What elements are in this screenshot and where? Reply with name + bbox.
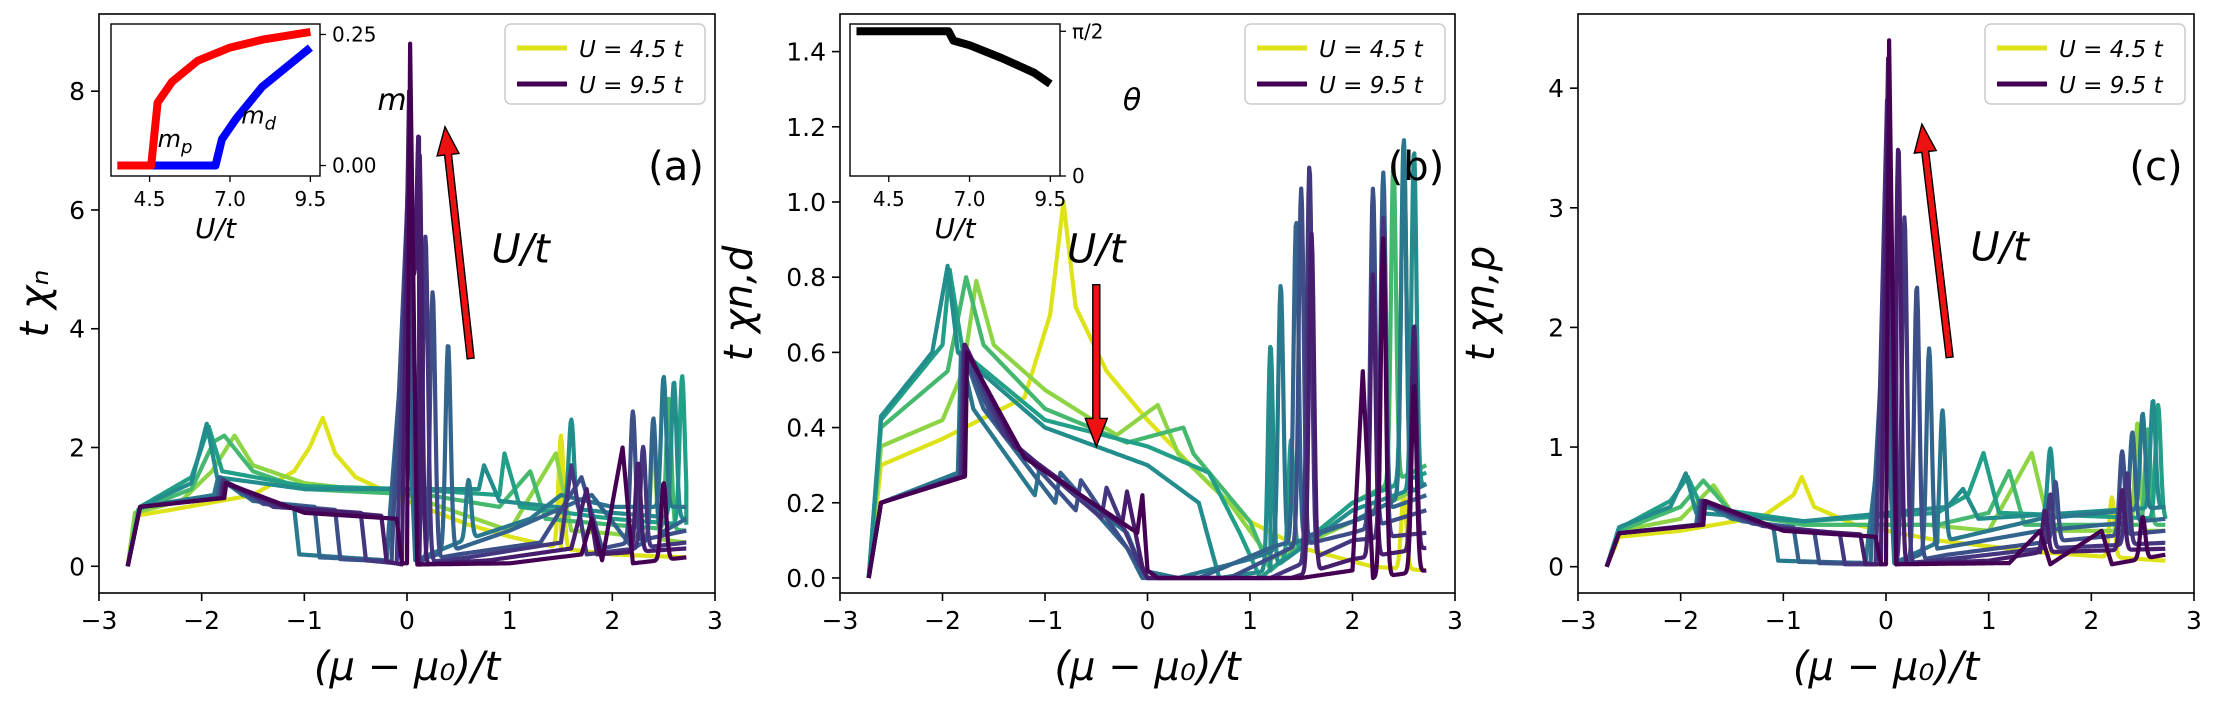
y-tick-label: 1.0	[786, 188, 826, 217]
legend: U = 4.5 t U = 9.5 t	[1244, 23, 1446, 105]
x-tick-label: 2	[2083, 606, 2099, 635]
x-axis-label: (μ − μ₀)/t	[1793, 644, 1981, 690]
inset-x-tick-label: 4.5	[873, 187, 905, 211]
y-axis-label: t χn,d	[716, 245, 762, 361]
arrow-label: U/t	[1067, 227, 1127, 273]
series-line-U9.5	[866, 236, 1428, 581]
inset-y-tick-label: 0.25	[332, 22, 377, 46]
inset-y-tick-label: 0	[1072, 164, 1085, 188]
y-tick-label: 1.2	[786, 113, 826, 142]
x-tick-label: 3	[1447, 606, 1463, 635]
inset-x-tick-label: 9.5	[1034, 187, 1066, 211]
panel-b: −3 −2 −1 0 1 2 3 0.0 0.2 0.4 0.6 0.8 1.0 1.2 1.4 (μ − μ…	[716, 13, 1463, 690]
inset-x-tick-label: 9.5	[294, 187, 326, 211]
arrow-U	[1084, 284, 1109, 449]
x-tick-label: 1	[1981, 606, 1997, 635]
panel-label: (a)	[648, 144, 704, 190]
x-tick-label: −3	[1560, 606, 1597, 635]
y-axis-label: t χₙ	[12, 269, 58, 337]
x-tick-label: −2	[924, 606, 961, 635]
inset-line-m_d	[117, 44, 313, 170]
x-tick-label: −2	[183, 606, 220, 635]
inset-y-label: θ	[1123, 83, 1141, 118]
arrow-label: U/t	[1970, 225, 2030, 271]
x-tick-label: −2	[1662, 606, 1699, 635]
legend-label: U = 4.5 t	[579, 37, 684, 63]
inset-y-tick-label: 0.00	[332, 154, 377, 178]
inset-x-label: U/t	[935, 212, 977, 245]
x-tick-label: 1	[1242, 606, 1258, 635]
y-tick-label: 4	[1548, 74, 1564, 103]
series-line-U6	[866, 143, 1428, 581]
inset-y-label: m	[377, 83, 406, 118]
legend-label: U = 9.5 t	[2059, 73, 2164, 99]
legend-label: U = 9.5 t	[1319, 73, 1424, 99]
x-axis-label: (μ − μ₀)/t	[314, 644, 502, 690]
series-line-U4.5	[1604, 474, 2167, 568]
x-tick-label: 3	[707, 606, 723, 635]
inset-y-tick-label: π/2	[1072, 19, 1104, 43]
series-line-U9.5	[125, 41, 688, 567]
inset-bg	[850, 24, 1060, 176]
x-tick-label: −1	[286, 606, 323, 635]
x-tick-label: 1	[502, 606, 518, 635]
y-tick-label: 0.0	[786, 564, 826, 593]
y-tick-label: 0.2	[786, 489, 826, 518]
x-tick-label: −1	[1027, 606, 1064, 635]
x-axis-label: (μ − μ₀)/t	[1054, 644, 1242, 690]
x-tick-label: −3	[822, 606, 859, 635]
x-tick-label: 0	[399, 606, 415, 635]
y-tick-label: 0.8	[786, 263, 826, 292]
y-tick-label: 2	[1548, 313, 1564, 342]
arrow-U	[436, 124, 475, 360]
series-line-U4.5	[866, 199, 1428, 579]
inset-x-label: U/t	[195, 212, 237, 245]
panel-c: −3 −2 −1 0 1 2 3 0 1 2 3 4 (μ − μ₀)/t t χn,p (c) U = 4.…	[1458, 13, 2202, 690]
series-line-U9.5	[1604, 38, 2167, 568]
legend: U = 4.5 t U = 9.5 t	[504, 23, 706, 105]
inset-frame	[110, 23, 321, 177]
inset-x-tick-label: 7.0	[214, 187, 246, 211]
x-tick-label: 0	[1878, 606, 1894, 635]
y-tick-label: 0.4	[786, 414, 826, 443]
x-tick-label: 3	[2186, 606, 2202, 635]
y-tick-label: 4	[69, 315, 85, 344]
inset-x-tick-label: 7.0	[954, 187, 986, 211]
y-tick-label: 2	[69, 434, 85, 463]
x-tick-label: 0	[1140, 606, 1156, 635]
x-tick-label: −3	[81, 606, 118, 635]
inset-line-theta	[856, 27, 1053, 88]
panel-label: (c)	[2129, 144, 2182, 190]
y-tick-label: 0	[69, 552, 85, 581]
y-axis-label: t χn,p	[1458, 246, 1504, 362]
y-tick-label: 8	[69, 77, 85, 106]
inset: 4.5 7.0 9.5 π/2 0 U/t θ	[849, 19, 1141, 245]
panel-label: (b)	[1388, 144, 1445, 190]
y-tick-label: 6	[69, 196, 85, 225]
legend-label: U = 4.5 t	[2059, 37, 2164, 63]
inset-x-tick-label: 4.5	[134, 187, 166, 211]
x-tick-label: 2	[1345, 606, 1361, 635]
inset-frame	[849, 23, 1061, 177]
y-tick-label: 0.6	[786, 338, 826, 367]
legend-label: U = 4.5 t	[1319, 37, 1424, 63]
y-tick-label: 1	[1548, 433, 1564, 462]
panel-a: −3 −2 −1 0 1 2 3 0 2 4 6 8 (μ − μ₀)/t t χₙ (a) U = 4.5 …	[12, 13, 723, 690]
legend: U = 4.5 t U = 9.5 t	[1984, 23, 2186, 105]
arrow-U	[1913, 122, 1954, 359]
arrow-label: U/t	[491, 227, 551, 273]
x-tick-label: 2	[604, 606, 620, 635]
inset-line-m_p	[117, 27, 312, 170]
y-tick-label: 1.4	[786, 38, 826, 67]
legend-label: U = 9.5 t	[579, 73, 684, 99]
y-tick-label: 3	[1548, 194, 1564, 223]
y-tick-label: 0	[1548, 553, 1564, 582]
x-tick-label: −1	[1765, 606, 1802, 635]
